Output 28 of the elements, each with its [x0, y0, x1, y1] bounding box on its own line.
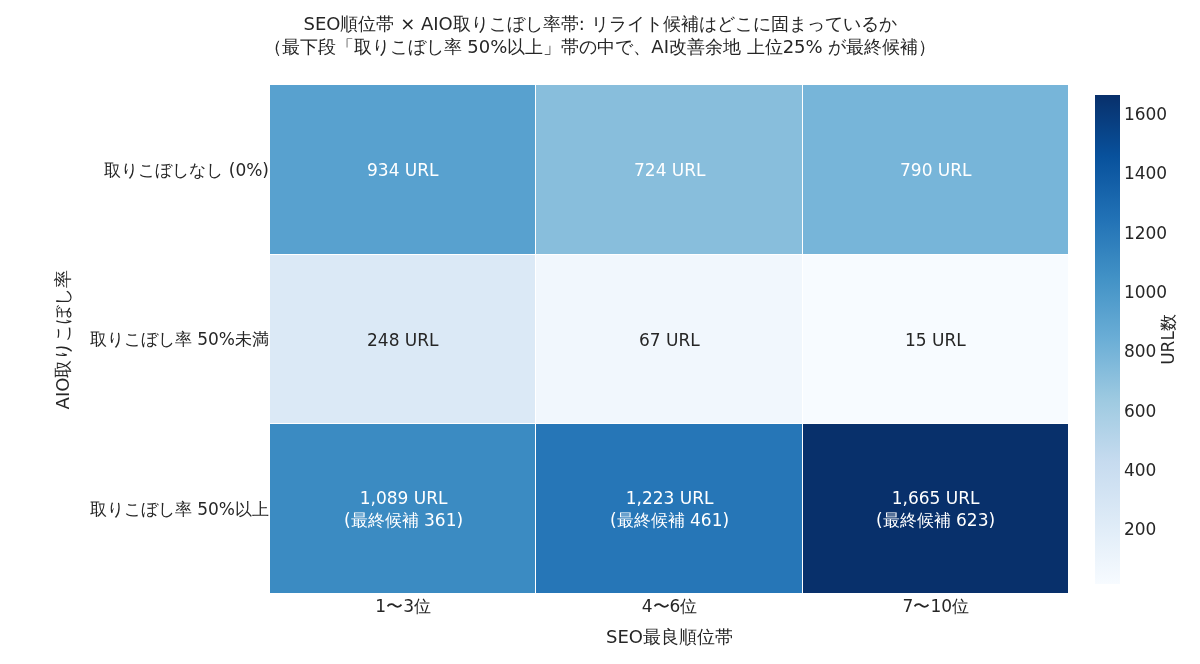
color-bar-label: 600: [1123, 400, 1157, 421]
data-label: 1,665 URL (最終候補 623): [876, 488, 996, 531]
x-tick-label: 1〜3位: [375, 596, 431, 616]
y-axis-title: AIO取りこぼし率: [52, 269, 73, 410]
color-bar-label: 1600: [1123, 104, 1168, 125]
data-label: 248 URL: [367, 330, 440, 350]
color-bar-title: URL数: [1158, 314, 1179, 365]
data-label: 1,223 URL (最終候補 461): [610, 488, 730, 531]
x-tick-label: 7〜10位: [902, 596, 970, 616]
data-label: 934 URL: [367, 160, 440, 180]
data-label: 1,089 URL (最終候補 361): [344, 488, 464, 531]
x-tick-label: 4〜6位: [641, 596, 698, 616]
y-tick-label: 取りこぼし率 50%以上: [89, 499, 269, 520]
color-bar-label: 1000: [1123, 282, 1168, 303]
color-bar-label: 1400: [1123, 163, 1168, 184]
color-bar-label: 400: [1123, 459, 1157, 480]
chart-title: SEO順位帯 × AIO取りこぼし率帯: リライト候補はどこに固まっているか: [303, 12, 897, 34]
color-bar-label: 1200: [1123, 222, 1168, 243]
y-tick-label: 取りこぼしなし (0%): [104, 159, 269, 180]
color-bar-label: 800: [1123, 341, 1157, 362]
y-tick-label: 取りこぼし率 50%未満: [89, 329, 269, 350]
chart-subtitle: （最下段「取りこぼし率 50%以上」帯の中で、AI改善余地 上位25% が最終候補）: [263, 36, 937, 58]
data-label: 15 URL: [905, 330, 967, 350]
x-axis-title: SEO最良順位帯: [606, 626, 733, 648]
data-label: 790 URL: [900, 160, 973, 180]
data-label: 67 URL: [639, 330, 701, 350]
color-bar-label: 200: [1123, 519, 1157, 540]
data-label: 724 URL: [634, 160, 707, 180]
